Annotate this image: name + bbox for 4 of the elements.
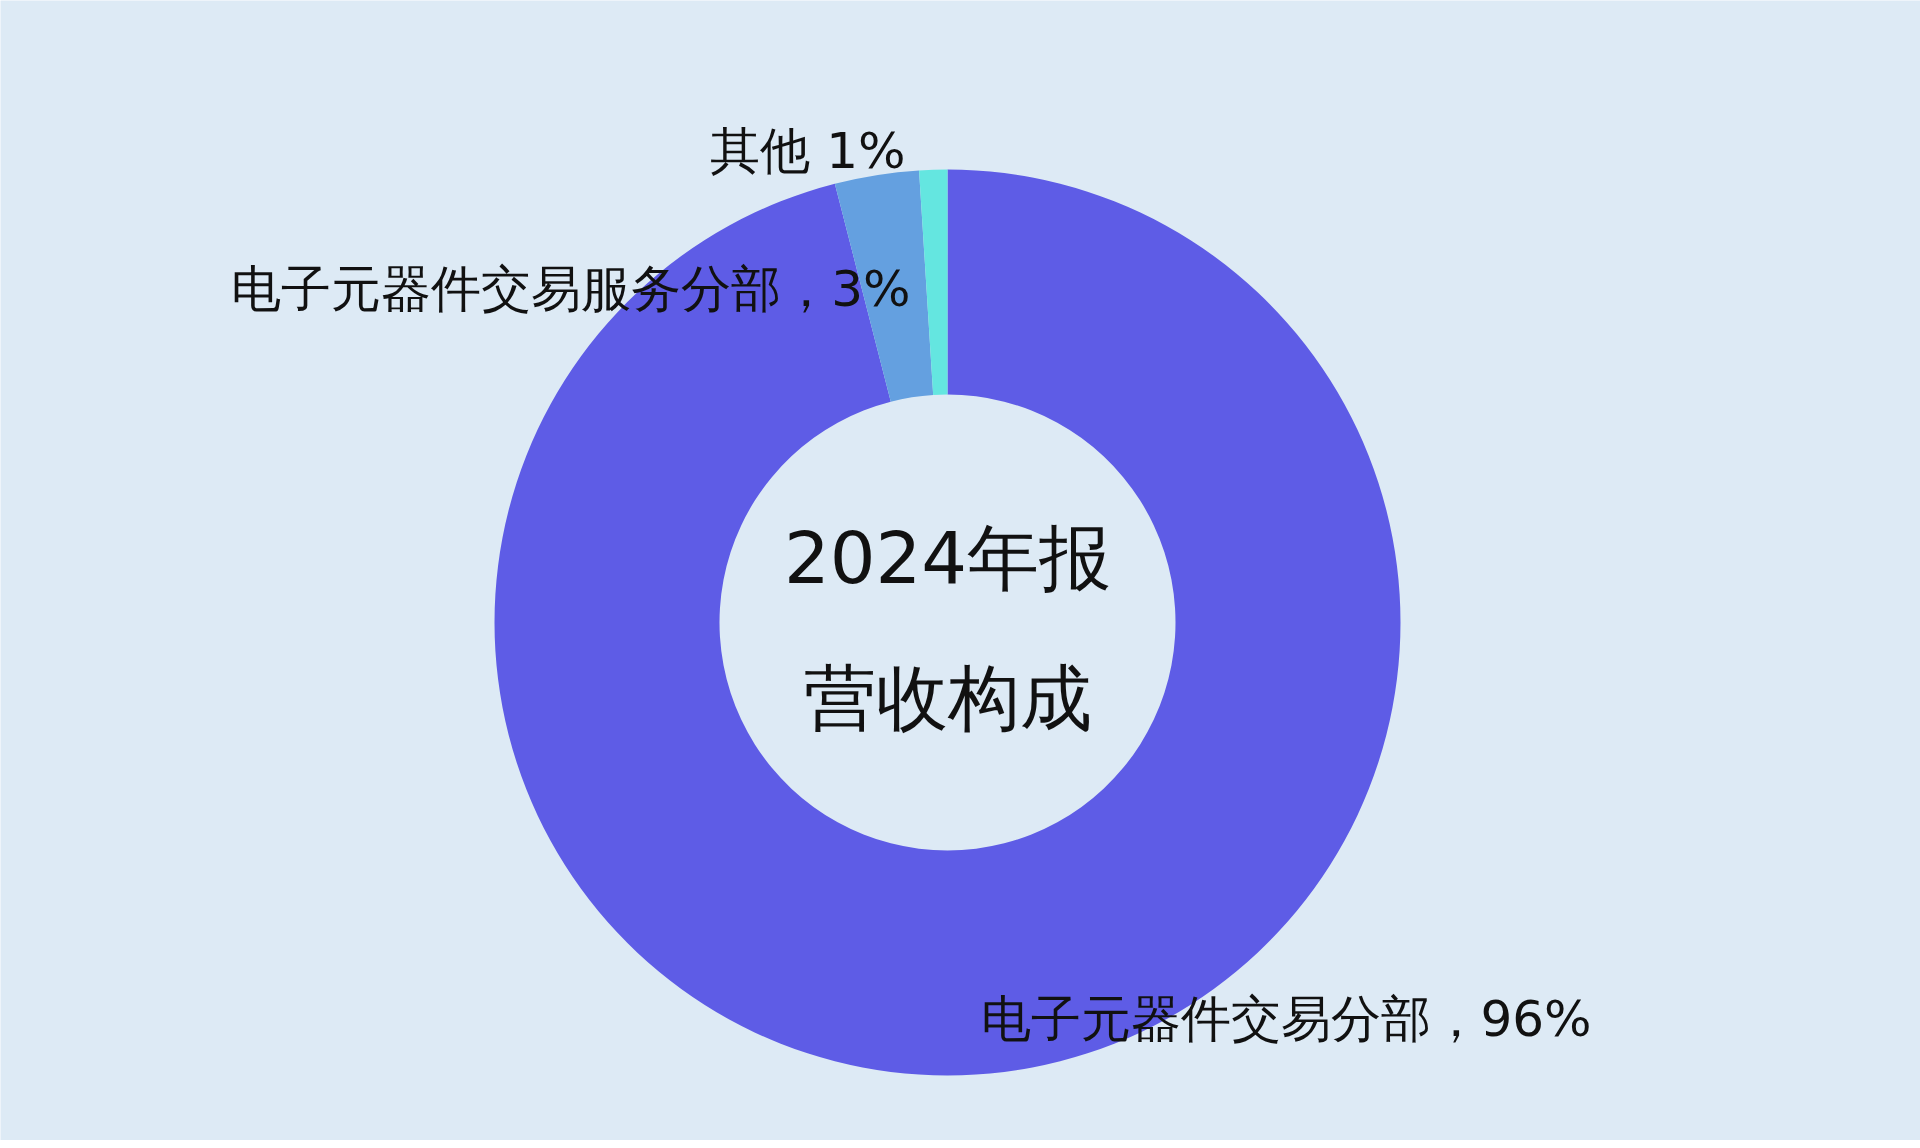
text: 2024年报 [783,515,1112,600]
text: 营收构成 [803,655,1092,740]
slice-label: 其他 1% [710,121,906,180]
slice-label: 电子元器件交易服务分部，3% [231,259,911,318]
